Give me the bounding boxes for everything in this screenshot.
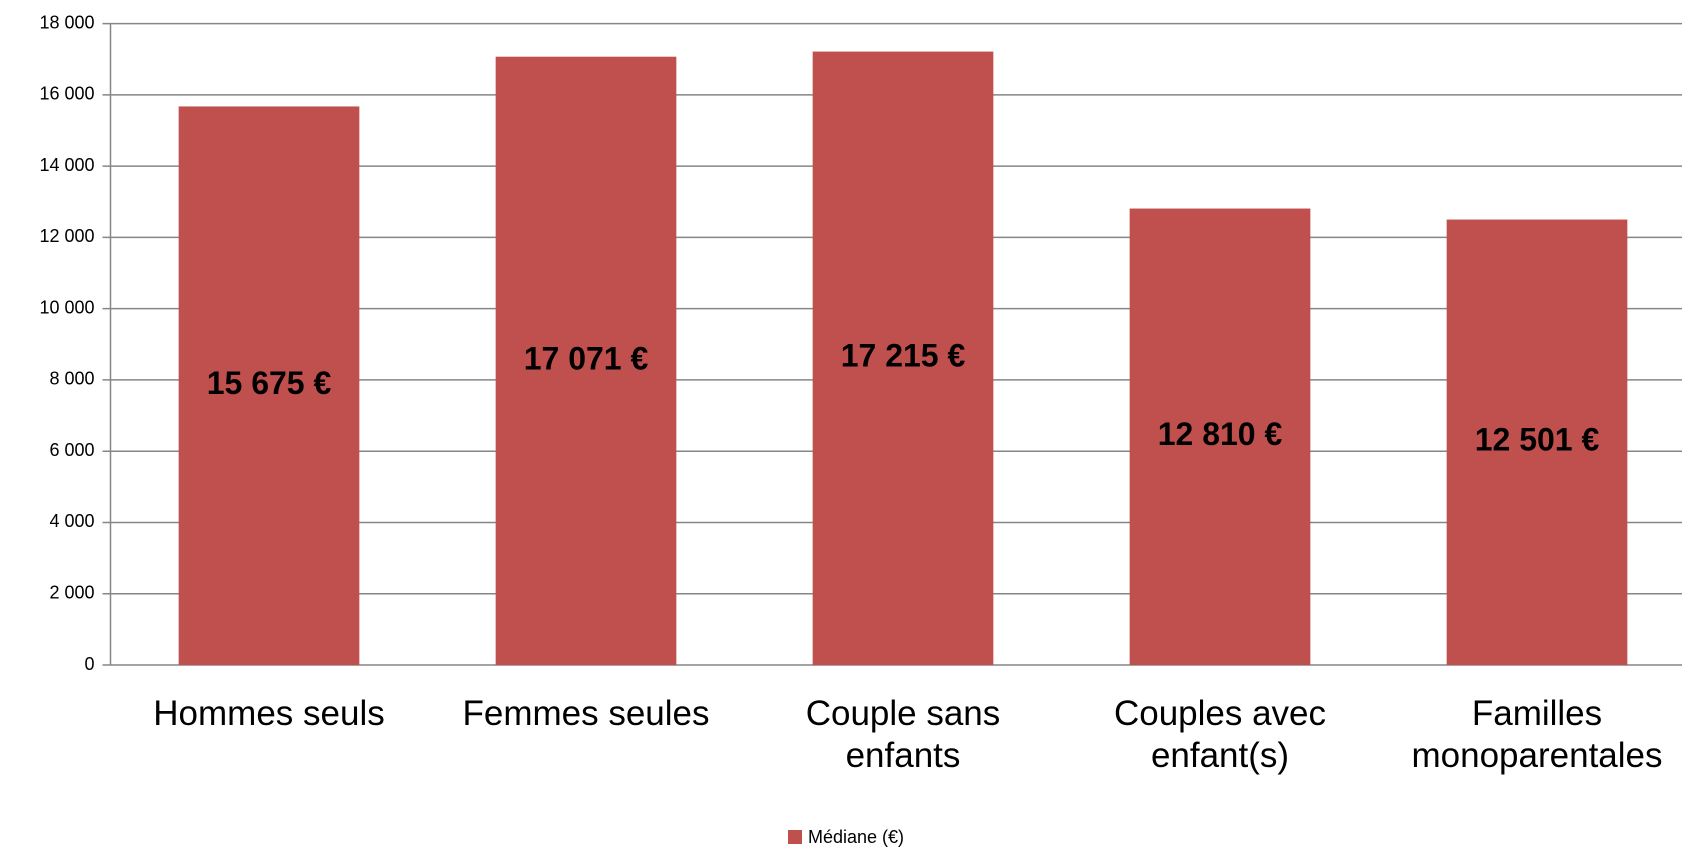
y-tick-label: 14 000: [39, 155, 94, 175]
x-tick-label: Hommes seuls: [153, 694, 385, 733]
bar: [812, 51, 994, 666]
y-tick-label: 12 000: [39, 226, 94, 246]
legend-swatch: [788, 830, 802, 844]
y-tick-label: 4 000: [49, 511, 94, 531]
y-tick-label: 8 000: [49, 369, 94, 389]
y-tick-label: 18 000: [39, 12, 94, 32]
x-tick-label: Familles monoparentales: [1411, 694, 1663, 775]
y-tick-label: 16 000: [39, 84, 94, 104]
x-tick-label: Couple sans enfants: [805, 694, 1001, 775]
x-tick-label: Couples avec enfant(s): [1113, 694, 1327, 775]
y-tick-label: 6 000: [49, 440, 94, 460]
data-label: 17 071 €: [524, 340, 649, 376]
data-label: 17 215 €: [841, 338, 966, 374]
y-tick-label: 2 000: [49, 582, 94, 602]
legend-label: Médiane (€): [808, 827, 904, 847]
bar: [495, 56, 677, 665]
data-label: 12 501 €: [1475, 422, 1600, 458]
y-tick-label: 0: [84, 654, 94, 674]
bar: [1446, 219, 1628, 665]
bar: [1129, 208, 1311, 666]
x-tick-label: Femmes seules: [462, 694, 710, 733]
data-label: 12 810 €: [1158, 416, 1283, 452]
y-tick-label: 10 000: [39, 297, 94, 317]
bar: [178, 106, 360, 665]
data-label: 15 675 €: [207, 365, 332, 401]
